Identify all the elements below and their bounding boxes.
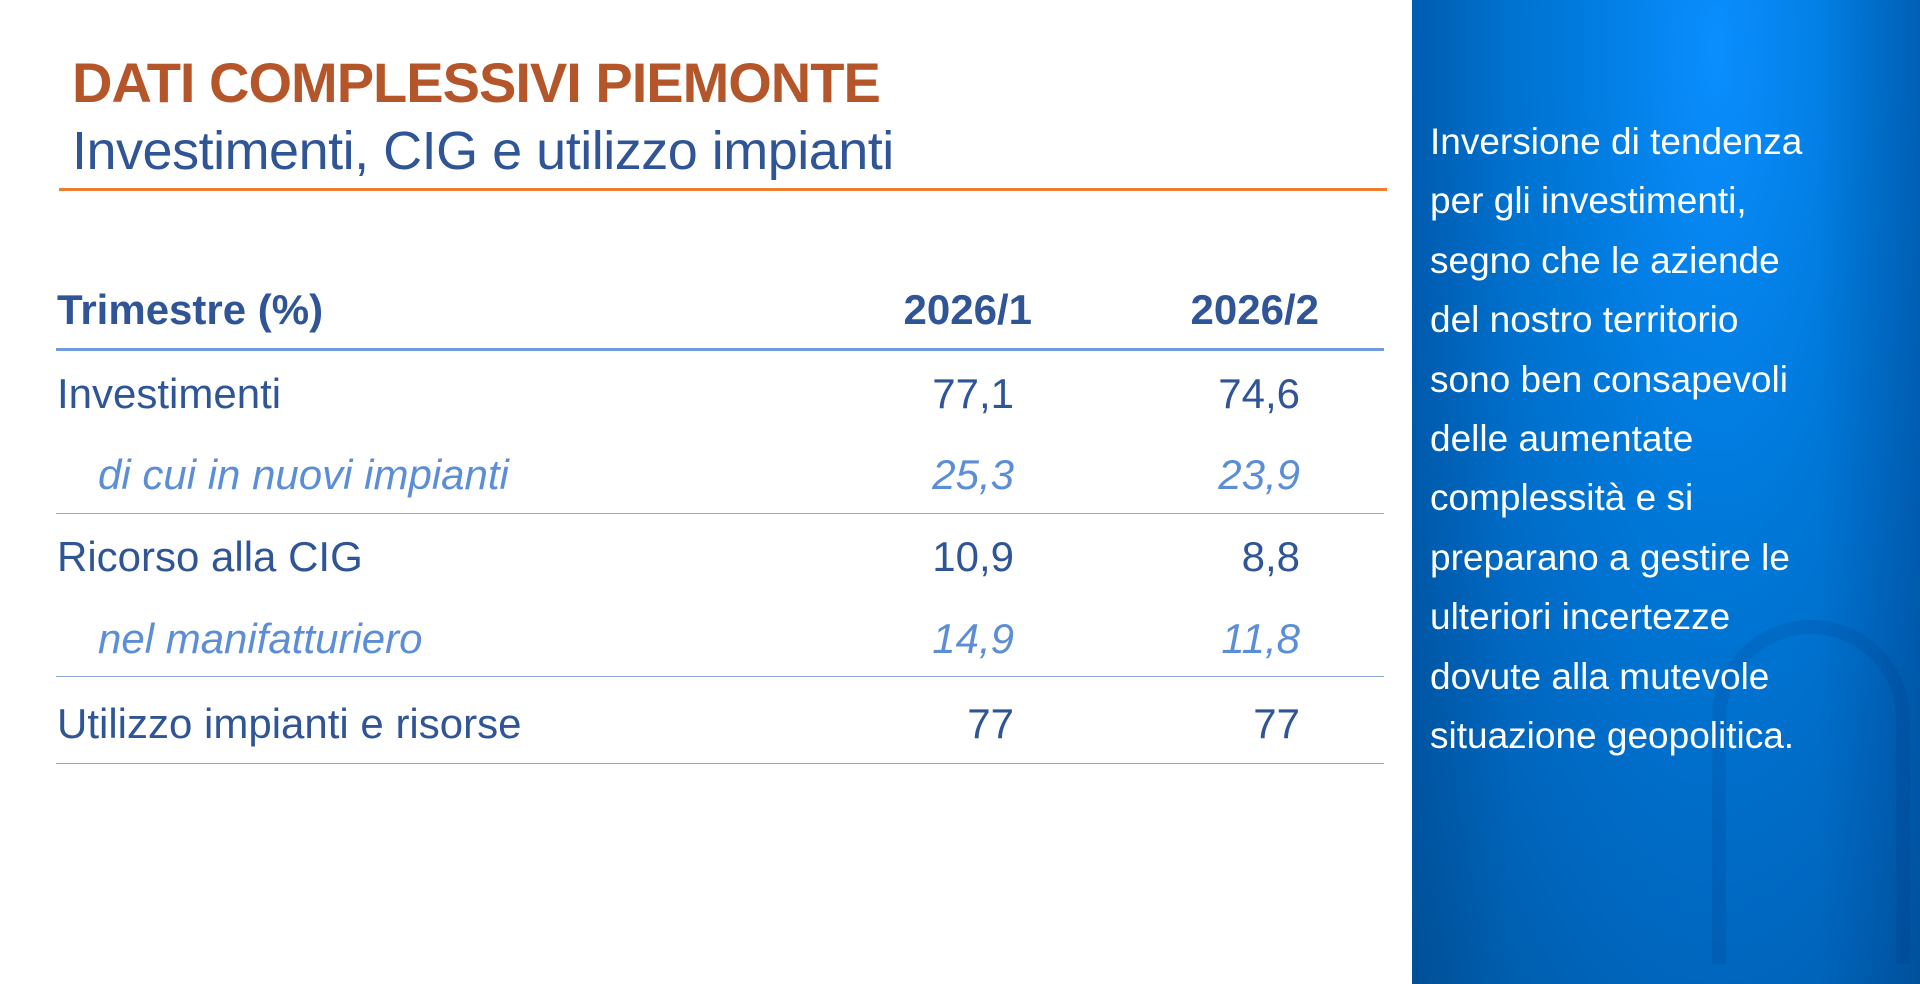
row-label: Ricorso alla CIG [57, 533, 363, 580]
row-value-q1: 77,1 [932, 370, 1014, 417]
row-divider [56, 513, 1384, 514]
side-panel-text: Inversione di tendenza per gli investime… [1430, 121, 1803, 757]
row-divider [56, 676, 1384, 677]
page-subtitle: Investimenti, CIG e utilizzo impianti [72, 121, 894, 181]
row-value-q2: 74,6 [1218, 370, 1300, 417]
row-value-q1: 10,9 [932, 533, 1014, 580]
header-trimestre: Trimestre (%) [57, 286, 324, 333]
row-value-q1: 77 [967, 700, 1014, 747]
row-value-q1: 25,3 [932, 451, 1014, 498]
row-divider [56, 763, 1384, 764]
page-title: DATI COMPLESSIVI PIEMONTE [72, 51, 881, 114]
row-value-q2: 11,8 [1221, 615, 1300, 662]
row-label: nel manifatturiero [98, 615, 423, 662]
row-value-q2: 8,8 [1241, 533, 1300, 580]
header-2026-1: 2026/1 [903, 286, 1032, 333]
row-label: Utilizzo impianti e risorse [57, 700, 522, 747]
title-divider [59, 188, 1387, 191]
row-value-q2: 77 [1253, 700, 1300, 747]
row-label: di cui in nuovi impianti [98, 451, 509, 498]
row-value-q2: 23,9 [1218, 451, 1300, 498]
panel-shade [1412, 0, 1920, 984]
header-divider [56, 348, 1384, 351]
row-label: Investimenti [57, 370, 282, 417]
row-value-q1: 14,9 [932, 615, 1014, 662]
header-2026-2: 2026/2 [1190, 286, 1319, 333]
side-panel: Inversione di tendenza per gli investime… [1412, 0, 1920, 984]
